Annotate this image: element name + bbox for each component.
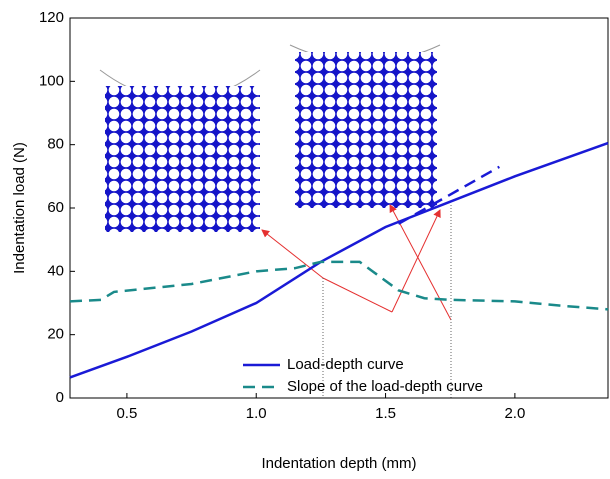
- y-tick-label: 80: [47, 136, 64, 153]
- legend-label: Load-depth curve: [287, 356, 404, 373]
- y-tick-label: 60: [47, 199, 64, 216]
- x-axis-label: Indentation depth (mm): [261, 455, 416, 472]
- arrow: [391, 209, 441, 313]
- series-line: [69, 260, 609, 311]
- y-tick-label: 0: [56, 389, 64, 406]
- y-axis-label: Indentation load (N): [11, 142, 28, 274]
- mesh-inset: [105, 86, 260, 232]
- mesh-inset: [295, 52, 437, 208]
- x-tick-label: 0.5: [116, 405, 137, 422]
- x-tick-label: 1.0: [246, 405, 267, 422]
- y-tick-label: 40: [47, 262, 64, 279]
- y-tick-label: 120: [39, 9, 64, 26]
- series-line: [397, 165, 500, 225]
- insets: [99, 44, 452, 398]
- arrow: [261, 229, 324, 279]
- legend-label: Slope of the load-depth curve: [287, 378, 483, 395]
- arrow: [322, 277, 393, 313]
- x-tick-label: 2.0: [504, 405, 525, 422]
- y-tick-label: 100: [39, 72, 64, 89]
- y-tick-label: 20: [47, 326, 64, 343]
- x-tick-label: 1.5: [375, 405, 396, 422]
